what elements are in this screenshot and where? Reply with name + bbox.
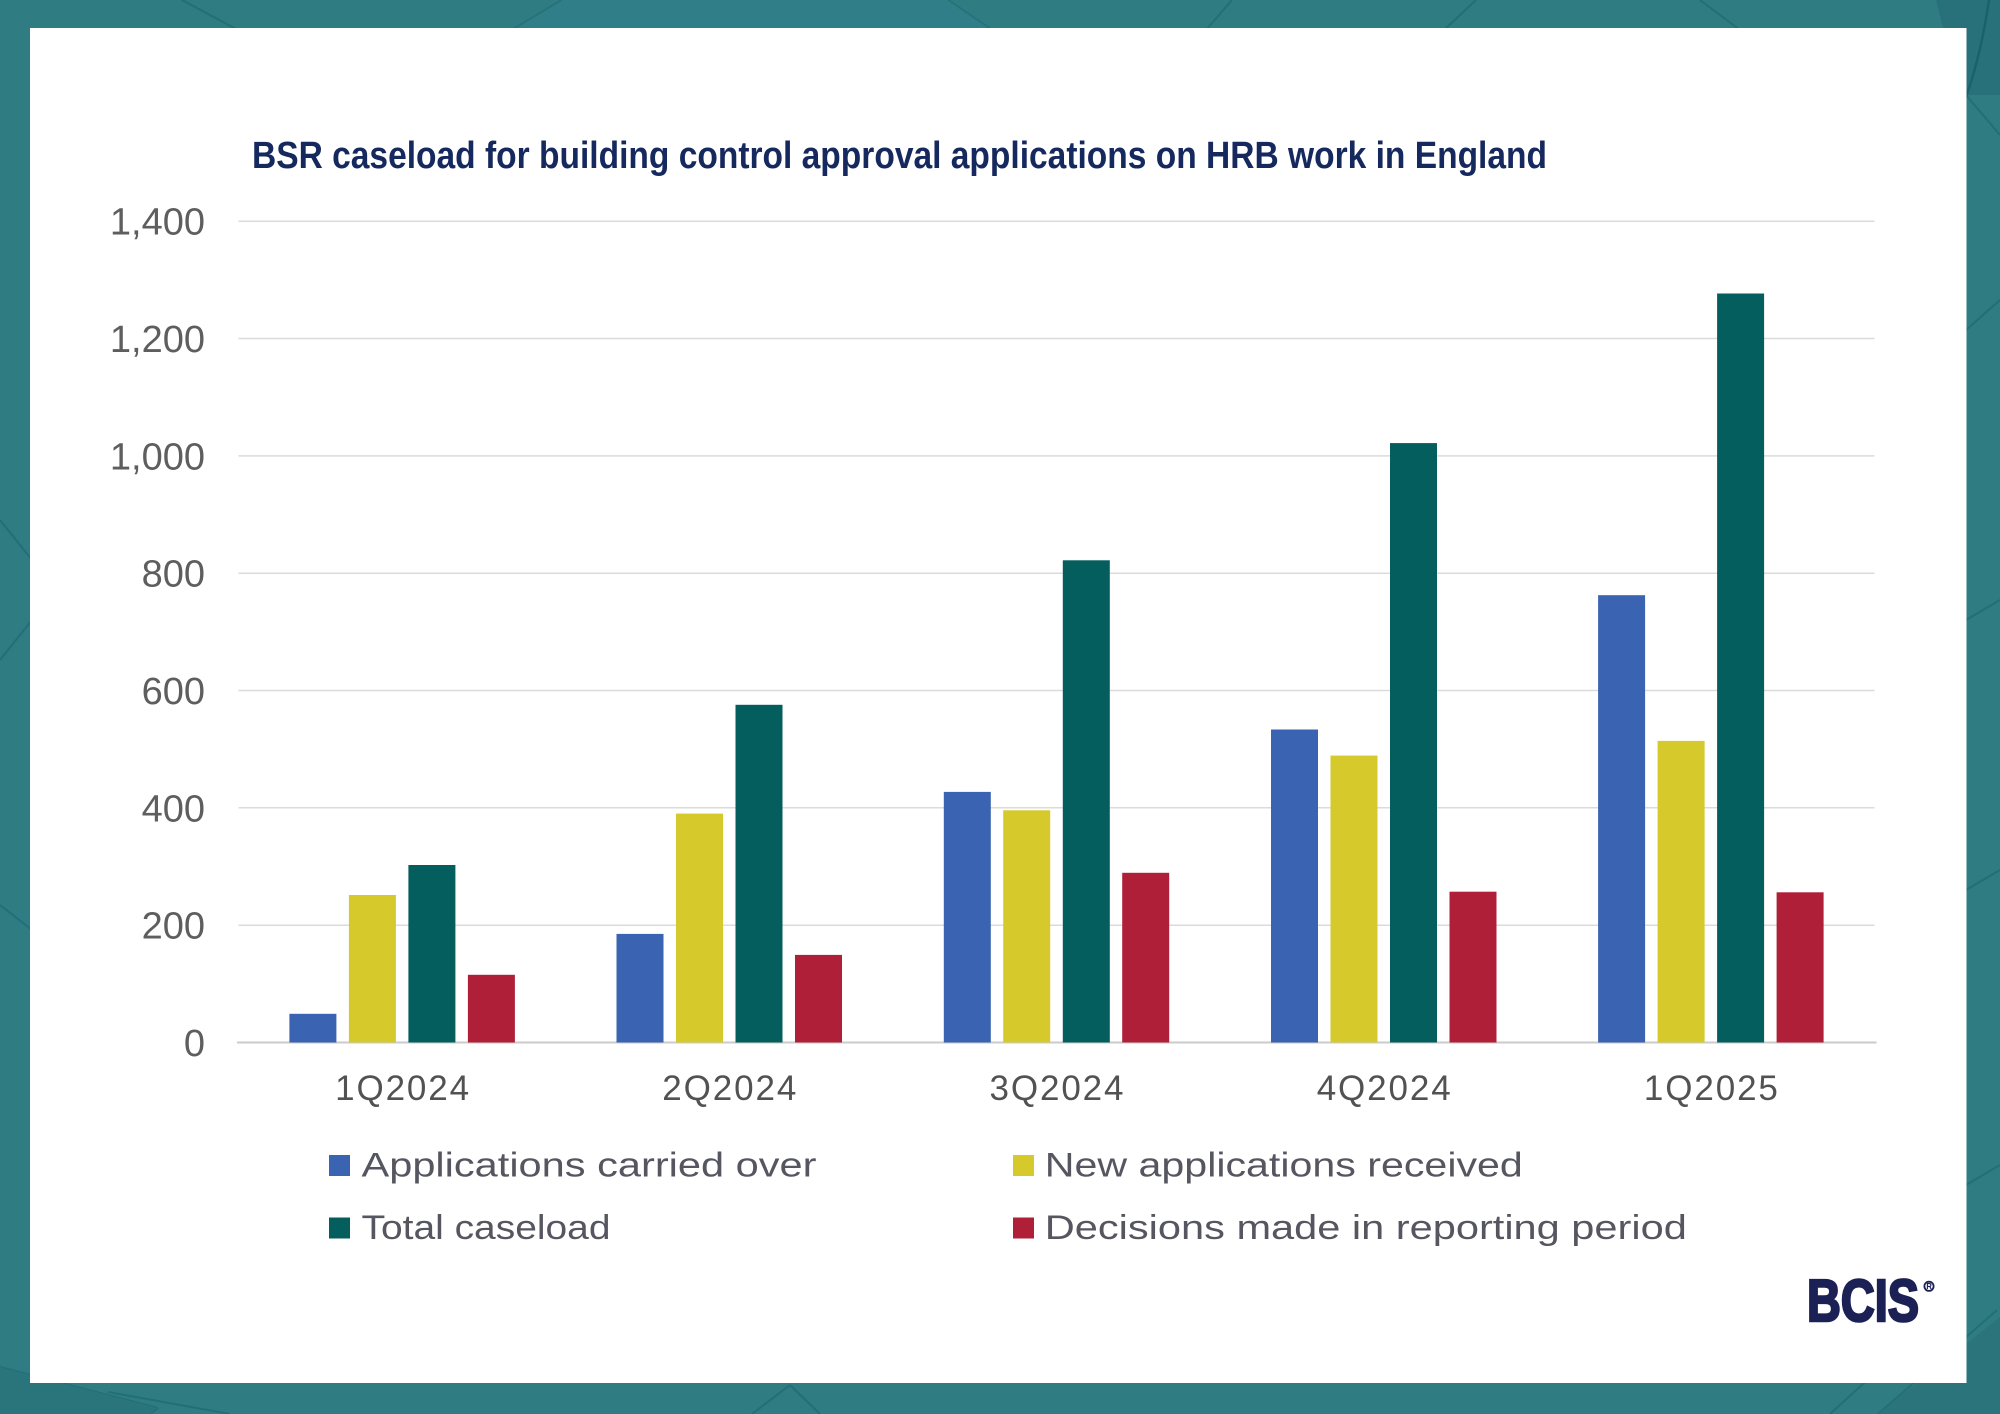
svg-text:200: 200 bbox=[142, 906, 205, 948]
svg-text:0: 0 bbox=[184, 1023, 205, 1065]
svg-text:400: 400 bbox=[142, 788, 205, 830]
svg-text:BCIS: BCIS bbox=[1807, 1268, 1919, 1334]
svg-text:3Q2024: 3Q2024 bbox=[990, 1069, 1124, 1108]
svg-text:1Q2025: 1Q2025 bbox=[1644, 1069, 1778, 1108]
svg-text:New applications received: New applications received bbox=[1045, 1147, 1523, 1185]
svg-text:800: 800 bbox=[142, 554, 205, 596]
svg-text:4Q2024: 4Q2024 bbox=[1317, 1069, 1451, 1108]
svg-text:Applications carried over: Applications carried over bbox=[362, 1147, 817, 1185]
svg-text:Decisions made in reporting pe: Decisions made in reporting period bbox=[1045, 1209, 1687, 1247]
svg-text:BSR caseload for building cont: BSR caseload for building control approv… bbox=[252, 135, 1547, 177]
svg-text:2Q2024: 2Q2024 bbox=[662, 1069, 796, 1108]
svg-text:600: 600 bbox=[142, 671, 205, 713]
svg-text:1,200: 1,200 bbox=[110, 319, 205, 361]
svg-text:1,400: 1,400 bbox=[110, 202, 205, 244]
svg-text:1,000: 1,000 bbox=[110, 436, 205, 478]
svg-text:Total caseload: Total caseload bbox=[362, 1209, 611, 1247]
svg-text:1Q2024: 1Q2024 bbox=[335, 1069, 469, 1108]
